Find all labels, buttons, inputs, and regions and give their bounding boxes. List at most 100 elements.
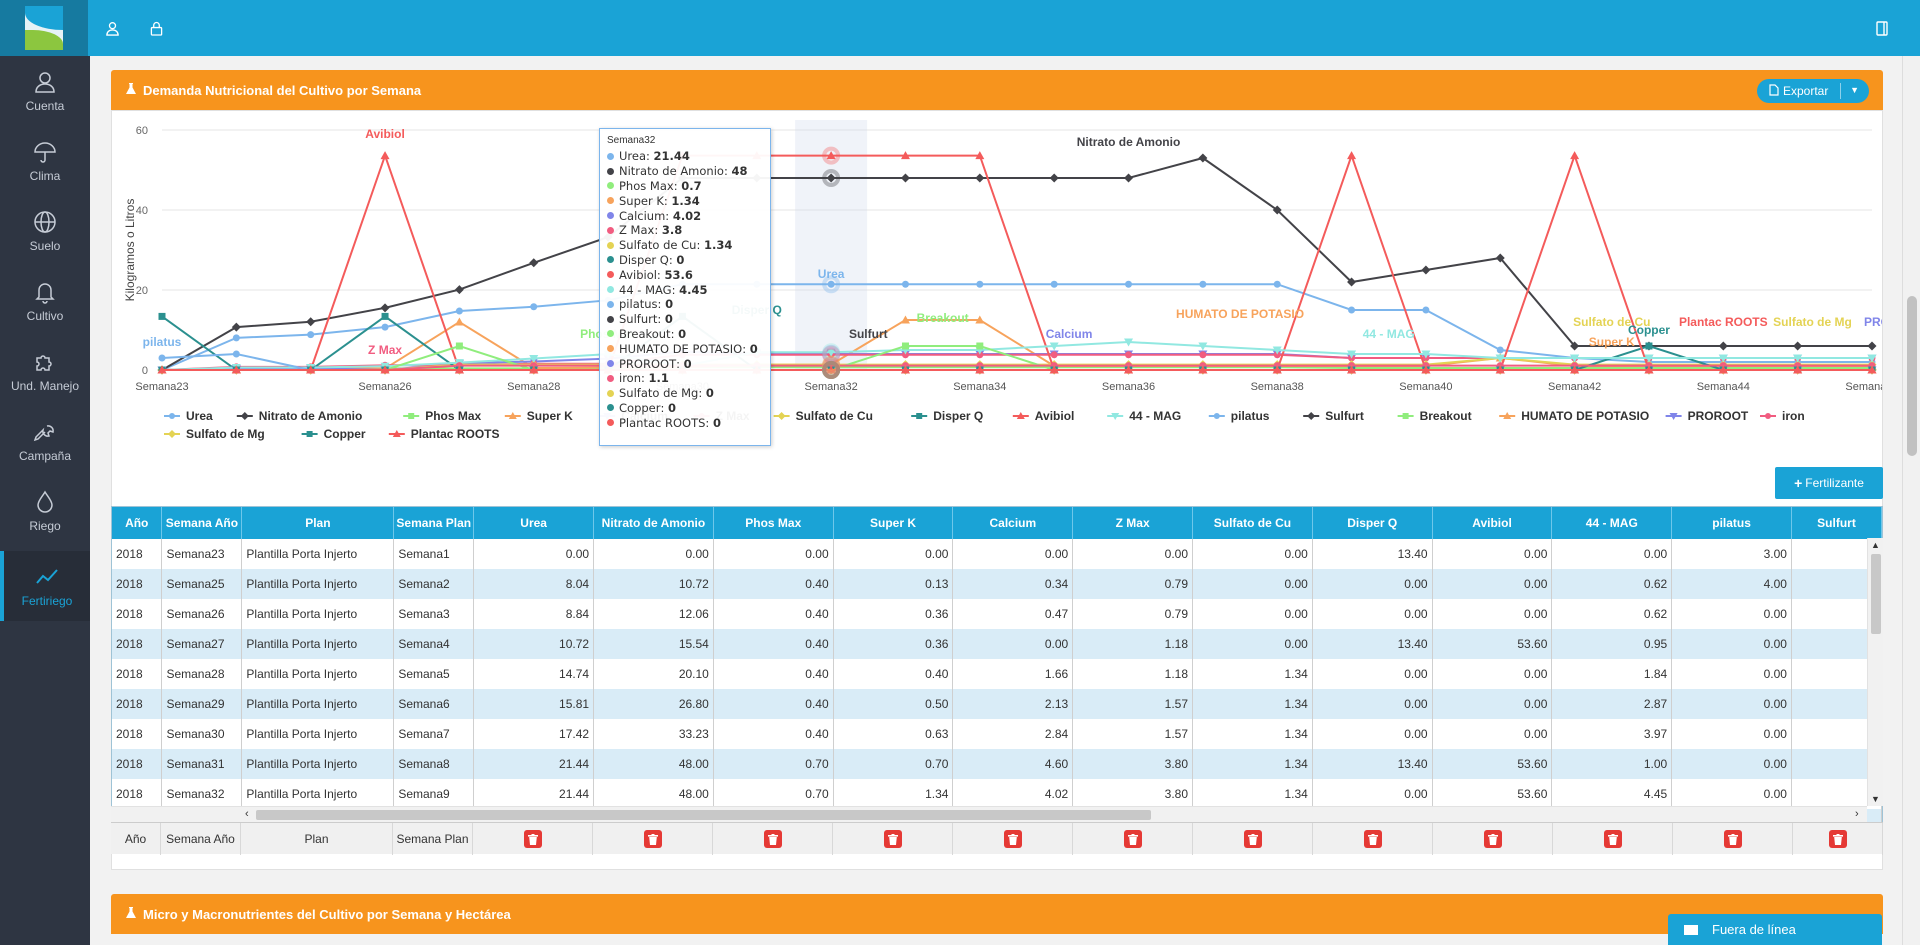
trash-icon[interactable] (763, 830, 782, 848)
data-point[interactable] (231, 322, 241, 332)
data-point[interactable] (900, 151, 910, 160)
data-point[interactable] (900, 173, 910, 183)
delete-column-button[interactable] (1673, 823, 1793, 855)
sidebar-item-fertiriego[interactable]: Fertiriego (0, 551, 90, 621)
data-point[interactable] (1867, 341, 1877, 351)
data-point[interactable] (381, 312, 389, 320)
sidebar-item-und-manejo[interactable]: Und. Manejo (0, 336, 90, 406)
data-point[interactable] (1124, 173, 1134, 183)
legend-item[interactable]: Nitrato de Amonio (259, 409, 363, 423)
data-point[interactable] (530, 303, 538, 311)
column-header[interactable]: Nitrato de Amonio (593, 507, 714, 539)
user-icon[interactable] (102, 18, 122, 38)
data-point[interactable] (1421, 350, 1431, 359)
trash-icon[interactable] (883, 830, 902, 848)
chevron-down-icon[interactable]: ▼ (1850, 85, 1859, 95)
data-point[interactable] (1272, 346, 1282, 355)
data-point[interactable] (1049, 173, 1059, 183)
trash-icon[interactable] (1828, 830, 1847, 848)
data-point[interactable] (1111, 413, 1120, 420)
delete-column-button[interactable] (473, 823, 593, 855)
sidebar-item-cuenta[interactable]: Cuenta (0, 56, 90, 126)
lock-icon[interactable] (146, 18, 166, 38)
data-point[interactable] (1422, 306, 1430, 314)
data-point[interactable] (1198, 365, 1208, 374)
delete-column-button[interactable] (1193, 823, 1313, 855)
data-point[interactable] (901, 351, 909, 359)
column-header[interactable]: Sulfurt (1791, 507, 1882, 539)
data-point[interactable] (1307, 412, 1316, 420)
data-point[interactable] (916, 413, 923, 419)
legend-item[interactable]: Copper (324, 427, 366, 441)
legend-item[interactable]: Sulfurt (1325, 409, 1364, 423)
legend-item[interactable]: pilatus (1231, 409, 1270, 423)
data-point[interactable] (529, 365, 539, 374)
legend-item[interactable]: Super K (527, 409, 573, 423)
sidebar-item-cultivo[interactable]: Cultivo (0, 266, 90, 336)
data-point[interactable] (1570, 341, 1580, 351)
data-point[interactable] (826, 348, 836, 357)
data-point[interactable] (1016, 412, 1025, 419)
series-line[interactable] (162, 152, 1872, 371)
data-point[interactable] (1495, 365, 1505, 374)
data-point[interactable] (1213, 413, 1220, 419)
data-point[interactable] (306, 317, 316, 327)
data-point[interactable] (1125, 280, 1133, 288)
data-point[interactable] (508, 412, 517, 419)
delete-column-button[interactable] (1433, 823, 1553, 855)
data-point[interactable] (1793, 365, 1803, 374)
legend-item[interactable]: Sulfato de Mg (186, 427, 265, 441)
data-point[interactable] (408, 413, 415, 419)
data-point[interactable] (1049, 342, 1059, 351)
table-horizontal-scrollbar[interactable]: ‹ › (111, 806, 1867, 822)
legend-item[interactable]: Phos Max (425, 409, 481, 423)
add-fertilizante-button[interactable]: + Fertilizante (1775, 467, 1883, 499)
data-point[interactable] (976, 351, 984, 359)
column-header[interactable]: Z Max (1072, 507, 1194, 539)
table-row[interactable]: 2018 Semana31 Plantilla Porta Injerto Seman… (112, 749, 1882, 779)
data-point[interactable] (1867, 365, 1877, 374)
data-point[interactable] (240, 412, 249, 420)
data-point[interactable] (1718, 365, 1728, 374)
data-point[interactable] (1347, 365, 1357, 374)
trash-icon[interactable] (1123, 830, 1142, 848)
series-line[interactable] (161, 340, 1872, 371)
data-point[interactable] (380, 365, 390, 374)
data-point[interactable] (1570, 354, 1580, 363)
column-header[interactable]: Super K (833, 507, 954, 539)
delete-column-button[interactable] (713, 823, 833, 855)
data-point[interactable] (1495, 253, 1505, 263)
data-point[interactable] (158, 354, 166, 362)
column-header[interactable]: Semana Año (161, 507, 243, 539)
legend-item[interactable]: Sulfato de Cu (796, 409, 873, 423)
sidebar-item-riego[interactable]: Riego (0, 476, 90, 546)
data-point[interactable] (168, 430, 176, 438)
data-point[interactable] (1645, 342, 1653, 350)
series-line[interactable] (161, 366, 1872, 371)
data-point[interactable] (529, 355, 539, 364)
data-point[interactable] (1049, 365, 1059, 374)
data-point[interactable] (392, 430, 401, 437)
delete-column-button[interactable] (1793, 823, 1883, 855)
data-point[interactable] (232, 334, 240, 342)
series-line[interactable] (161, 156, 1872, 371)
data-point[interactable] (826, 365, 836, 374)
column-header[interactable]: pilatus (1671, 507, 1792, 539)
column-header[interactable]: Semana Plan (393, 507, 475, 539)
legend-item[interactable]: PROROOT (1688, 409, 1749, 423)
data-point[interactable] (1050, 280, 1058, 288)
data-point[interactable] (1347, 151, 1357, 160)
data-point[interactable] (1402, 413, 1409, 419)
data-point[interactable] (1644, 354, 1654, 363)
data-point[interactable] (976, 280, 984, 288)
panel-toggle-icon[interactable] (1872, 18, 1892, 38)
trash-icon[interactable] (643, 830, 662, 848)
data-point[interactable] (975, 173, 985, 183)
data-point[interactable] (1272, 365, 1282, 374)
legend-item[interactable]: 44 - MAG (1129, 409, 1181, 423)
column-header[interactable]: Plan (241, 507, 395, 539)
data-point[interactable] (1421, 265, 1431, 275)
data-point[interactable] (1198, 153, 1208, 163)
data-point[interactable] (1496, 346, 1504, 354)
data-point[interactable] (900, 365, 910, 374)
